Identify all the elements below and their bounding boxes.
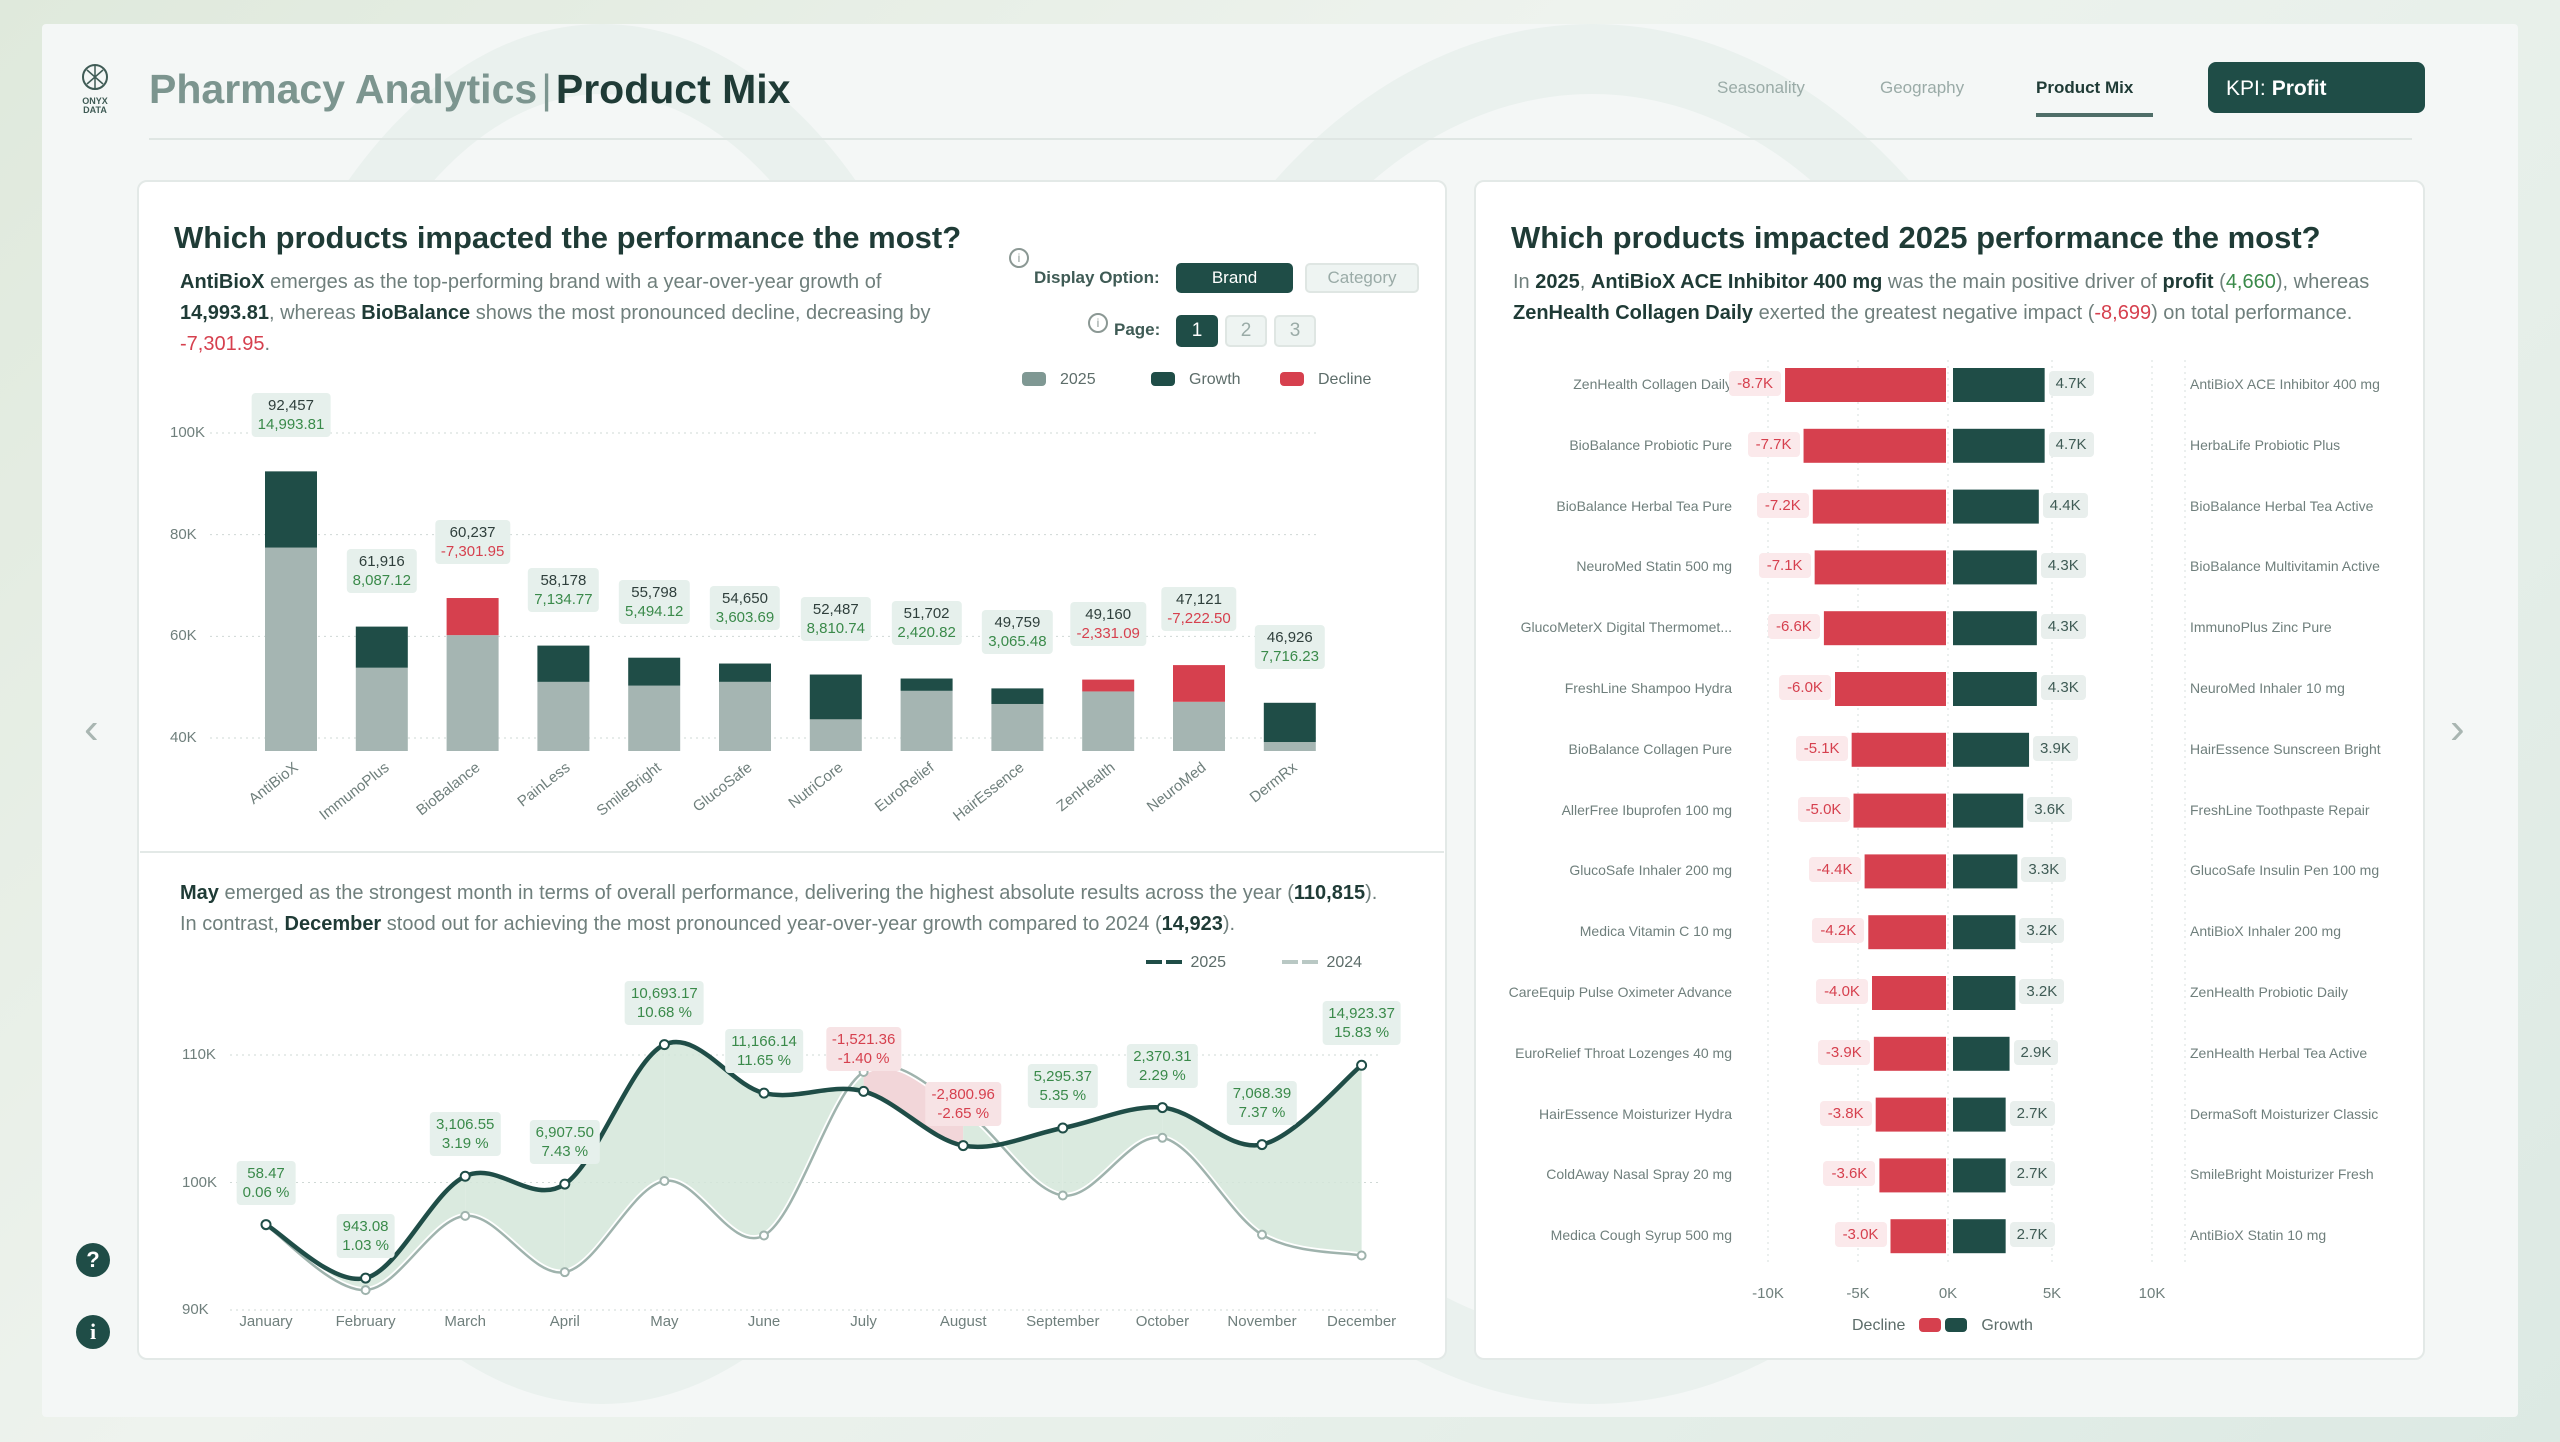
text: .	[264, 333, 271, 355]
page-1-button[interactable]: 1	[1176, 315, 1218, 347]
text-bottom-product: ZenHealth Collagen Daily	[1513, 302, 1754, 324]
text-decline-value: -7,301.95	[180, 333, 265, 355]
legend-label: Decline	[1318, 371, 1372, 388]
text: ,	[1579, 271, 1591, 293]
text: was the main positive driver of	[1882, 271, 2163, 293]
text-month-growth: December	[284, 913, 382, 935]
page-3-button[interactable]: 3	[1274, 315, 1316, 347]
text: (	[2213, 271, 2226, 293]
legend-line-swatch	[1146, 960, 1186, 964]
nav-geography[interactable]: Geography	[1880, 78, 1965, 97]
legend-label: Decline	[1852, 1317, 1906, 1334]
page-2-button[interactable]: 2	[1225, 315, 1267, 347]
text: ).	[1365, 882, 1378, 904]
legend-decline: Decline	[1280, 371, 1371, 389]
title-page: Product Mix	[555, 66, 791, 112]
text-year: 2025	[1535, 271, 1580, 293]
text: In	[1513, 271, 1536, 293]
title-separator: |	[541, 66, 552, 112]
legend-2024-line: 2024	[1282, 954, 1362, 972]
left-card-title: Which products impacted the performance …	[174, 220, 962, 255]
text-kpi: profit	[2162, 271, 2214, 293]
info-icon[interactable]: i	[1088, 313, 1108, 333]
text: emerges as the top-performing brand with…	[264, 271, 882, 293]
text-growth-value: 14,923	[1161, 913, 1223, 935]
display-category-button[interactable]: Category	[1305, 263, 1419, 293]
display-option-label: Display Option:	[1034, 268, 1160, 287]
legend-label: 2024	[1326, 954, 1363, 971]
chevron-right-icon[interactable]: ›	[2450, 704, 2465, 753]
legend-swatch-growth	[1945, 1318, 1968, 1332]
brand-summary: AntiBioX emerges as the top-performing b…	[180, 267, 980, 360]
right-card	[1474, 180, 2425, 1360]
legend-label: 2025	[1060, 371, 1096, 388]
title-app: Pharmacy Analytics	[149, 66, 538, 112]
logo-text: ONYX DATA	[82, 96, 108, 115]
info-icon[interactable]: i	[76, 1315, 110, 1349]
text: ) on total performance.	[2151, 302, 2353, 324]
text: emerged as the strongest month in terms …	[218, 882, 1294, 904]
legend-line-swatch	[1282, 960, 1322, 964]
legend-swatch	[1151, 372, 1175, 386]
logo: ONYX DATA	[78, 62, 112, 115]
product-summary: In 2025, AntiBioX ACE Inhibitor 400 mg w…	[1513, 267, 2413, 329]
text-bottom-value: -8,699	[2094, 302, 2152, 324]
info-icon[interactable]: i	[1009, 248, 1029, 268]
card-divider	[140, 851, 1444, 853]
text-best-value: 110,815	[1293, 882, 1366, 904]
text-brand-bottom: BioBalance	[361, 302, 471, 324]
text-month-best: May	[180, 882, 219, 904]
nav-product-mix[interactable]: Product Mix	[2036, 78, 2134, 97]
nav-seasonality[interactable]: Seasonality	[1717, 78, 1805, 97]
question-icon[interactable]: ?	[76, 1243, 110, 1277]
legend-swatch	[1022, 372, 1046, 386]
kpi-value: Profit	[2271, 77, 2327, 100]
legend-label: Growth	[1981, 1317, 2033, 1334]
text: exerted the greatest negative impact (	[1753, 302, 2095, 324]
logo-icon	[82, 64, 108, 90]
legend-decline-growth: Decline Growth	[1852, 1317, 2033, 1335]
kpi-selector-button[interactable]: KPI: Profit	[2208, 62, 2425, 113]
text: ).	[1222, 913, 1236, 935]
text-top-product: AntiBioX ACE Inhibitor 400 mg	[1590, 271, 1883, 293]
right-card-title: Which products impacted 2025 performance…	[1511, 220, 2321, 255]
text-growth-value: 14,993.81	[180, 302, 269, 324]
display-brand-button[interactable]: Brand	[1176, 263, 1293, 293]
legend-2025-line: 2025	[1146, 954, 1226, 972]
legend-swatch	[1280, 372, 1304, 386]
kpi-label: KPI:	[2226, 77, 2266, 100]
text-brand-top: AntiBioX	[180, 271, 265, 293]
text: stood out for achieving the most pronoun…	[381, 913, 1162, 935]
month-summary: May emerged as the strongest month in te…	[180, 878, 1440, 940]
text: , whereas	[268, 302, 362, 324]
legend-label: 2025	[1190, 954, 1227, 971]
header-divider	[149, 138, 2412, 140]
legend-growth: Growth	[1151, 371, 1241, 389]
chevron-left-icon[interactable]: ‹	[84, 704, 99, 753]
text: In contrast,	[180, 913, 285, 935]
text-top-value: 4,660	[2225, 271, 2276, 293]
legend-2025: 2025	[1022, 371, 1096, 389]
legend-swatch-decline	[1919, 1318, 1942, 1332]
page-label: Page:	[1114, 320, 1161, 339]
text: ), whereas	[2275, 271, 2370, 293]
legend-label: Growth	[1189, 371, 1241, 388]
text: shows the most pronounced decline, decre…	[470, 302, 931, 324]
page-title: Pharmacy Analytics|Product Mix	[149, 66, 790, 113]
nav-active-indicator	[2036, 113, 2153, 117]
